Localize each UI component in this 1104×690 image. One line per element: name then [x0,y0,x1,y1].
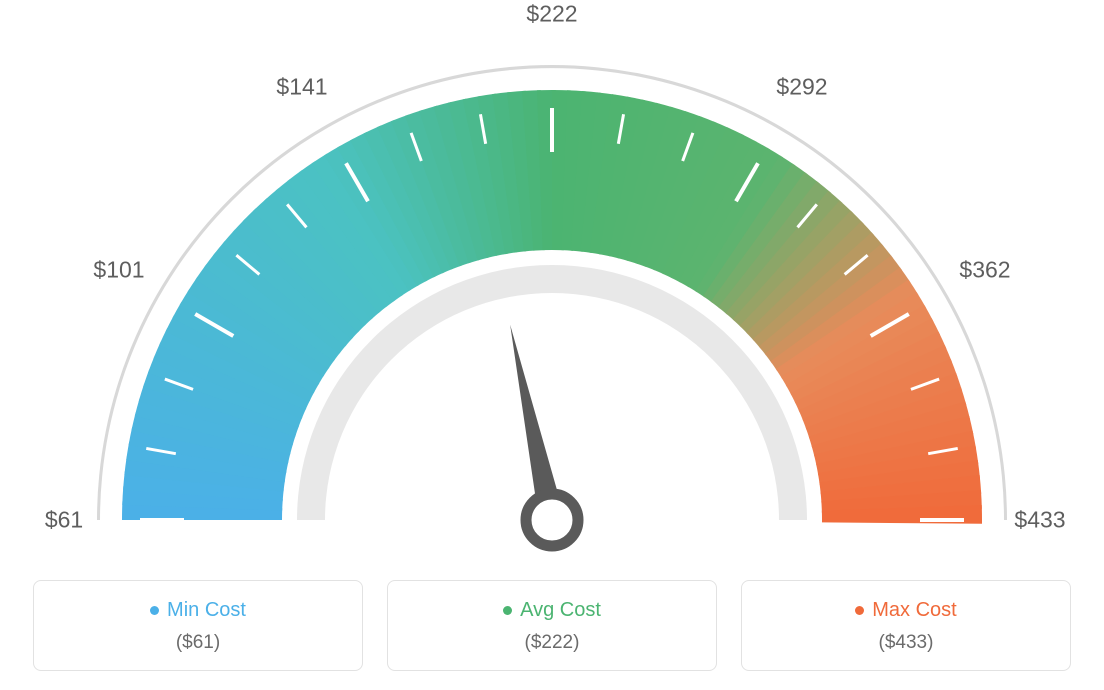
legend-title-row: Min Cost [150,599,246,622]
legend-title: Max Cost [872,599,956,622]
gauge-tick-label: $61 [45,507,83,534]
gauge-tick-label: $362 [959,257,1010,284]
legend-value: ($61) [176,632,220,654]
gauge-tick-label: $101 [93,257,144,284]
gauge-tick-label: $433 [1014,507,1065,534]
legend-title: Min Cost [167,599,246,622]
legend-row: Min Cost ($61) Avg Cost ($222) Max Cost … [32,580,1072,671]
dot-icon [855,606,864,615]
dot-icon [150,606,159,615]
legend-title-row: Max Cost [855,599,956,622]
gauge-chart: $61$101$141$222$292$362$433 [32,10,1072,570]
legend-card-min: Min Cost ($61) [33,580,363,671]
gauge-svg [32,10,1072,570]
legend-value: ($433) [879,632,934,654]
gauge-tick-label: $141 [276,73,327,100]
legend-card-avg: Avg Cost ($222) [387,580,717,671]
gauge-tick-label: $292 [776,73,827,100]
legend-card-max: Max Cost ($433) [741,580,1071,671]
legend-title: Avg Cost [520,599,601,622]
legend-value: ($222) [525,632,580,654]
dot-icon [503,606,512,615]
legend-title-row: Avg Cost [503,599,601,622]
gauge-tick-label: $222 [526,1,577,28]
